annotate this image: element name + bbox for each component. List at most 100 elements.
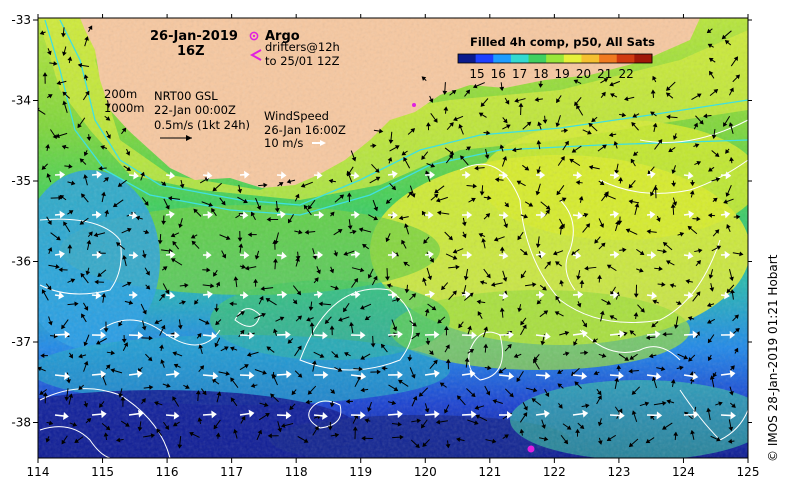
wind-arrowhead bbox=[544, 371, 551, 380]
current-arrowhead bbox=[651, 322, 657, 328]
wind-arrowhead bbox=[391, 170, 398, 179]
wind-arrowhead bbox=[242, 291, 249, 300]
current-arrowhead bbox=[499, 144, 505, 149]
wind-arrowhead bbox=[613, 250, 620, 259]
wind-arrowhead bbox=[581, 371, 588, 380]
current-arrowhead bbox=[430, 163, 436, 168]
svg-text:200m: 200m bbox=[104, 87, 137, 101]
current-arrowhead bbox=[42, 72, 48, 77]
current-arrowhead bbox=[631, 390, 637, 395]
current-arrowhead bbox=[670, 379, 676, 384]
current-arrowhead bbox=[520, 273, 526, 279]
current-arrowhead bbox=[628, 199, 633, 205]
current-arrowhead bbox=[295, 257, 300, 262]
current-arrowhead bbox=[404, 223, 409, 228]
current-arrowhead bbox=[39, 30, 45, 36]
wind-arrowhead bbox=[724, 291, 730, 300]
current-arrowhead bbox=[487, 195, 492, 201]
current-arrowhead bbox=[144, 229, 150, 235]
current-arrowhead bbox=[734, 347, 739, 353]
wind-arrowhead bbox=[281, 251, 287, 260]
current-arrowhead bbox=[499, 86, 505, 92]
current-arrowhead bbox=[466, 146, 471, 151]
current-arrowhead bbox=[372, 143, 377, 149]
current-arrowhead bbox=[360, 355, 366, 360]
current-arrowhead bbox=[532, 387, 538, 393]
current-arrowhead bbox=[250, 211, 256, 217]
current-arrowhead bbox=[462, 233, 467, 239]
current-arrowhead bbox=[58, 267, 63, 273]
wind-arrowhead bbox=[649, 210, 656, 219]
current-arrowhead bbox=[265, 412, 270, 418]
x-axis: 114 115 116 117 118 119 120 121 122 123 124 125 bbox=[27, 14, 759, 479]
current-arrowhead bbox=[46, 173, 52, 178]
current-arrowhead bbox=[61, 324, 66, 330]
current-arrowhead bbox=[415, 443, 420, 449]
current-arrowhead bbox=[653, 185, 659, 190]
wind-arrowhead bbox=[575, 251, 582, 260]
current-arrowhead bbox=[689, 190, 695, 195]
current-arrowhead bbox=[225, 235, 231, 241]
current-arrowhead bbox=[327, 426, 333, 431]
colorbar-swatch bbox=[581, 54, 600, 63]
current-arrowhead bbox=[623, 96, 629, 102]
current-arrowhead bbox=[415, 332, 421, 338]
current-arrowhead bbox=[523, 406, 528, 411]
current-arrowhead bbox=[523, 250, 528, 256]
wind-arrowhead bbox=[360, 372, 367, 381]
current-arrowhead bbox=[41, 289, 47, 294]
current-arrowhead bbox=[543, 436, 549, 442]
current-arrowhead bbox=[670, 203, 676, 208]
current-arrowhead bbox=[721, 34, 727, 40]
current-arrowhead bbox=[367, 273, 373, 279]
current-arrowhead bbox=[53, 61, 58, 66]
current-arrowhead bbox=[662, 400, 667, 406]
current-arrowhead bbox=[118, 393, 123, 398]
current-arrowhead bbox=[412, 395, 418, 401]
svg-text:WindSpeed: WindSpeed bbox=[264, 109, 329, 123]
current-arrowhead bbox=[503, 223, 509, 229]
colorbar-label: 19 bbox=[555, 67, 570, 81]
current-arrowhead bbox=[128, 300, 134, 305]
current-arrowhead bbox=[448, 235, 453, 241]
colorbar-swatch bbox=[493, 54, 512, 63]
current-arrowhead bbox=[237, 237, 243, 242]
current-arrowhead bbox=[477, 311, 482, 316]
wind-arrowhead bbox=[316, 290, 323, 299]
colorbar-swatch bbox=[634, 54, 653, 63]
wind-arrows bbox=[54, 170, 736, 420]
current-arrowhead bbox=[418, 392, 424, 397]
current-arrowhead bbox=[144, 201, 149, 206]
current-arrowhead bbox=[714, 229, 720, 234]
current-arrowhead bbox=[177, 324, 183, 330]
current-arrowhead bbox=[631, 410, 637, 415]
current-arrowhead bbox=[634, 203, 640, 208]
current-arrowhead bbox=[61, 33, 66, 38]
current-arrowhead bbox=[358, 227, 364, 233]
wind-arrowhead bbox=[651, 291, 658, 300]
wind-arrowhead bbox=[618, 371, 624, 380]
current-arrowhead bbox=[673, 431, 679, 436]
current-arrowhead bbox=[297, 373, 303, 378]
wind-arrowhead bbox=[730, 411, 736, 420]
current-arrowhead bbox=[729, 156, 734, 162]
current-arrowhead bbox=[662, 331, 667, 337]
current-arrowhead bbox=[99, 403, 104, 408]
current-arrowhead bbox=[83, 341, 89, 347]
current-arrowhead bbox=[597, 395, 602, 400]
wind-arrowhead bbox=[539, 171, 546, 180]
current-arrowhead bbox=[388, 139, 394, 144]
current-arrowhead bbox=[298, 229, 303, 235]
wind-arrowhead bbox=[322, 331, 328, 340]
current-arrowhead bbox=[147, 356, 153, 362]
current-arrowhead bbox=[421, 76, 427, 81]
current-arrowhead bbox=[59, 194, 65, 200]
current-arrowhead bbox=[141, 253, 147, 259]
current-arrowhead bbox=[287, 339, 293, 344]
current-arrowhead bbox=[585, 403, 590, 409]
wind-arrowhead bbox=[544, 409, 550, 418]
current-arrowhead bbox=[256, 205, 262, 211]
current-arrowhead bbox=[334, 432, 340, 438]
current-arrowhead bbox=[730, 365, 735, 370]
current-arrowhead bbox=[456, 395, 462, 400]
